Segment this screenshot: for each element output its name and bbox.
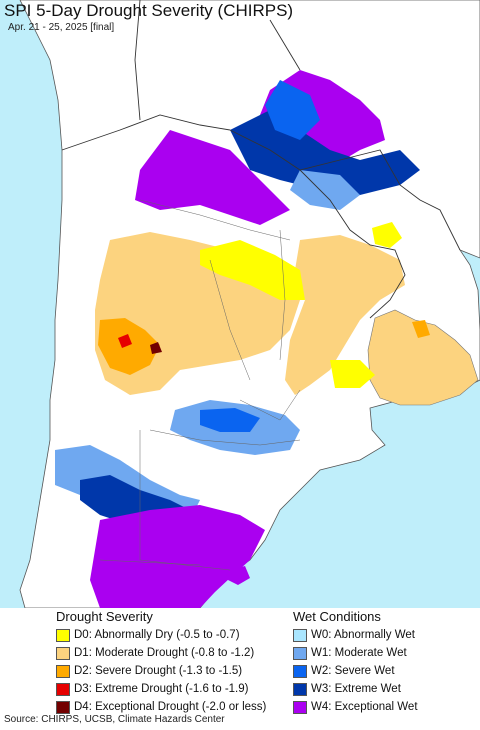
legend-item-d1: D1: Moderate Drought (-0.8 to -1.2) [56,644,266,662]
map-title: SPI 5-Day Drought Severity (CHIRPS) [4,1,294,20]
wet-central-severe [200,408,260,432]
d0-swatch [56,628,70,642]
d3-swatch [56,682,70,696]
map-subtitle: Apr. 21 - 25, 2025 [final] [8,22,115,33]
uruguay-d2 [412,320,430,338]
legend-label: D1: Moderate Drought (-0.8 to -1.2) [74,647,255,659]
legend-item-d4: D4: Exceptional Drought (-2.0 or less) [56,698,266,716]
w1-swatch [293,646,307,660]
legend-label: D2: Severe Drought (-1.3 to -1.5) [74,665,243,677]
d2-swatch [56,664,70,678]
wet-north-extreme [230,110,420,195]
source-credit: Source: CHIRPS, UCSB, Climate Hazards Ce… [4,714,225,725]
wet-north-severe [265,80,320,140]
legend-label: W4: Exceptional Wet [311,701,418,713]
w2-swatch [293,664,307,678]
legend-label: W0: Abnormally Wet [311,629,415,641]
wet-legend-heading: Wet Conditions [293,609,381,624]
drought-dry-d0-ne [372,222,402,248]
wet-north-moderate [290,170,360,210]
drought-dry-d0 [200,240,305,300]
country-borders [61,0,461,319]
drought-central-east [285,235,405,395]
uruguay-region [367,309,479,406]
w0-swatch [293,628,307,642]
legend-label: D3: Extreme Drought (-1.6 to -1.9) [74,683,249,695]
legend-label: W1: Moderate Wet [311,647,407,659]
legend-item-w2: W2: Severe Wet [293,662,418,680]
legend-label: D0: Abnormally Dry (-0.5 to -0.7) [74,629,240,641]
drought-dry-d0-east [330,360,375,388]
d1-swatch [56,646,70,660]
drought-legend: D0: Abnormally Dry (-0.5 to -0.7) D1: Mo… [56,626,266,716]
legend-label: D4: Exceptional Drought (-2.0 or less) [74,701,267,713]
w4-swatch [293,700,307,714]
legend-item-d3: D3: Extreme Drought (-1.6 to -1.9) [56,680,266,698]
wet-northwest-exceptional [135,130,290,225]
legend-item-w0: W0: Abnormally Wet [293,626,418,644]
province-borders [99,199,301,571]
drought-exceptional-d4 [150,342,162,354]
wet-patagonia-exceptional [90,505,265,608]
drought-legend-heading: Drought Severity [56,609,153,624]
legend-item-w4: W4: Exceptional Wet [293,698,418,716]
legend-item-w1: W1: Moderate Wet [293,644,418,662]
drought-severe-d2 [98,318,160,375]
wet-island [228,566,250,585]
drought-map [0,0,480,608]
wet-legend: W0: Abnormally Wet W1: Moderate Wet W2: … [293,626,418,716]
d4-swatch [56,700,70,714]
drought-extreme-d3 [118,334,132,348]
legend-item-w3: W3: Extreme Wet [293,680,418,698]
legend-label: W2: Severe Wet [311,665,395,677]
legend-label: W3: Extreme Wet [311,683,401,695]
legend-item-d2: D2: Severe Drought (-1.3 to -1.5) [56,662,266,680]
legend-item-d0: D0: Abnormally Dry (-0.5 to -0.7) [56,626,266,644]
w3-swatch [293,682,307,696]
